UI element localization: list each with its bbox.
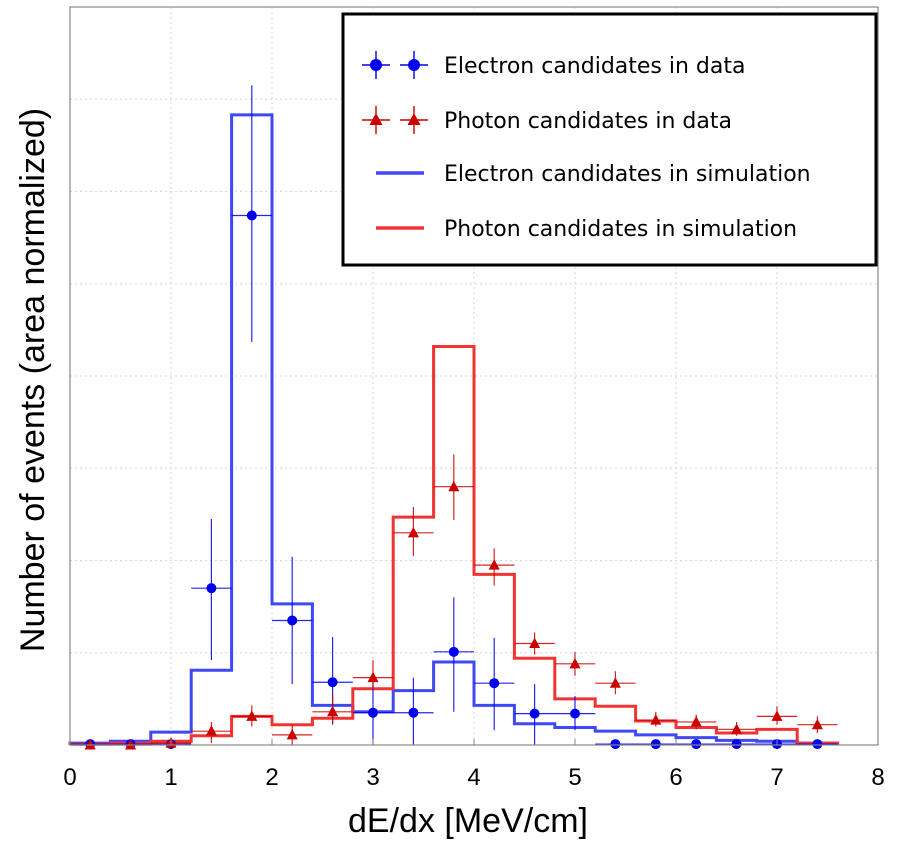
circle-marker [327,677,338,688]
data-point [474,637,515,731]
legend-entry: Electron candidates in simulation [376,162,811,187]
triangle-marker [771,710,783,721]
triangle-marker [407,526,419,538]
circle-marker [812,739,823,750]
data-point [514,684,555,745]
data-point [191,721,232,744]
histogram-step-line [68,344,840,746]
circle-marker [650,739,661,750]
data-point [474,548,515,586]
data-point [716,721,757,736]
data-point [191,518,232,661]
data-point [393,677,434,745]
triangle-marker [811,718,823,730]
data-point [676,714,717,730]
data-point [433,454,474,520]
triangle-marker [690,715,702,727]
circle-marker [246,210,257,221]
data-point [635,711,676,727]
data-point [231,705,272,727]
data-point [756,706,798,725]
point-series-photon-data [70,454,838,750]
data-point [554,696,596,731]
legend-label: Photon candidates in data [444,109,732,134]
triangle-marker [286,728,298,740]
circle-marker [206,583,217,594]
data-point [272,724,313,745]
legend-triangle-marker [407,113,421,125]
x-axis-ticks: 0 1 2 3 4 5 6 7 8 [63,739,885,791]
triangle-marker [731,723,743,734]
x-tick-label: 6 [669,764,682,791]
legend-entry: Photon candidates in data [362,106,732,134]
legend-label: Photon candidates in simulation [444,217,797,242]
x-tick-label: 4 [467,764,480,791]
circle-marker [610,739,621,750]
triangle-marker [650,714,662,725]
legend-circle-marker [370,59,382,71]
data-point [352,660,394,690]
triangle-marker [529,637,541,649]
data-point [231,85,272,342]
triangle-marker [488,559,500,570]
circle-marker [570,708,580,719]
legend: Electron candidates in data Photon candid… [341,12,878,267]
data-point [554,651,596,676]
circle-marker [529,708,540,719]
data-point [272,556,313,685]
x-tick-label: 3 [366,764,379,791]
triangle-marker [327,705,339,717]
legend-label: Electron candidates in simulation [444,162,811,187]
data-point [393,506,434,556]
data-point [676,739,717,750]
circle-marker [368,707,378,718]
triangle-marker [448,480,460,492]
triangle-marker [205,725,217,736]
legend-circle-marker [408,59,420,71]
data-point [514,632,555,655]
data-point [797,716,838,734]
circle-marker [731,739,742,750]
triangle-marker [609,677,621,688]
x-tick-label: 8 [871,764,884,791]
triangle-marker [569,657,581,669]
x-tick-label: 5 [568,764,581,791]
data-point [797,739,838,750]
x-tick-label: 2 [265,764,278,791]
circle-marker [691,739,702,750]
triangle-marker [367,671,379,683]
legend-box [341,12,878,267]
triangle-marker [125,739,137,750]
x-tick-label: 7 [770,764,783,791]
circle-marker [448,646,459,657]
data-point [433,597,474,712]
circle-marker [408,707,419,718]
triangle-marker [84,739,96,750]
step-series-photon-simulation [68,344,840,746]
legend-entry: Electron candidates in data [362,51,746,79]
x-tick-label: 0 [63,764,76,791]
legend-entry: Photon candidates in simulation [376,217,797,242]
data-point [635,739,676,750]
data-point [595,739,636,750]
circle-marker [287,615,298,626]
data-point [312,694,353,725]
x-axis-label: dE/dx [MeV/cm] [348,802,588,840]
circle-marker [489,678,500,689]
triangle-marker [246,710,258,721]
data-point [716,739,757,750]
legend-triangle-marker [369,113,383,125]
x-tick-label: 1 [164,764,177,791]
data-points [70,85,838,750]
y-axis-label: Number of events (area normalized) [14,108,52,652]
data-point [595,671,636,695]
legend-label: Electron candidates in data [444,54,746,79]
